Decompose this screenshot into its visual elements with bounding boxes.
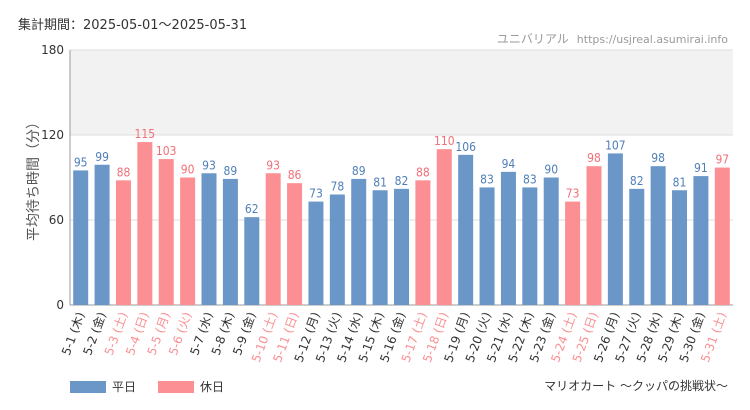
site-credit: ユニバリアル https://usjreal.asumirai.info bbox=[497, 30, 728, 47]
bar bbox=[479, 187, 495, 305]
data-label: 62 bbox=[245, 202, 259, 216]
bar bbox=[287, 183, 303, 305]
y-tick-label: 0 bbox=[56, 298, 64, 312]
bar bbox=[650, 166, 666, 305]
bar bbox=[372, 190, 388, 305]
y-tick-label: 180 bbox=[41, 43, 64, 57]
bar bbox=[201, 173, 217, 305]
data-label: 93 bbox=[202, 158, 216, 172]
data-label: 89 bbox=[224, 164, 238, 178]
data-label: 82 bbox=[395, 174, 409, 188]
period-label: 集計期間：2025-05-01～2025-05-31 bbox=[18, 18, 248, 33]
bar bbox=[629, 188, 645, 305]
data-label: 93 bbox=[266, 158, 280, 172]
data-label: 103 bbox=[156, 144, 177, 158]
legend-label-weekday: 平日 bbox=[112, 380, 137, 394]
data-label: 73 bbox=[309, 187, 323, 201]
bar bbox=[158, 159, 174, 305]
legend-swatch-holiday bbox=[158, 380, 195, 393]
bar bbox=[415, 180, 431, 305]
bar bbox=[522, 187, 538, 305]
bar bbox=[500, 171, 516, 305]
data-label: 110 bbox=[434, 134, 455, 148]
y-tick-label: 120 bbox=[41, 128, 64, 142]
legend-item-weekday: 平日 bbox=[70, 378, 136, 395]
bar bbox=[244, 217, 260, 305]
bar bbox=[137, 142, 153, 305]
bar bbox=[351, 178, 367, 305]
data-label: 99 bbox=[95, 150, 109, 164]
shaded-band bbox=[70, 50, 733, 135]
bar bbox=[329, 194, 345, 305]
bar bbox=[265, 173, 281, 305]
data-label: 81 bbox=[673, 175, 687, 189]
chart-legend: 平日 休日 bbox=[70, 378, 246, 395]
data-label: 115 bbox=[135, 127, 156, 141]
bar bbox=[94, 164, 110, 305]
legend-item-holiday: 休日 bbox=[158, 378, 224, 395]
bar bbox=[607, 153, 623, 305]
bar bbox=[586, 166, 602, 305]
bar bbox=[565, 201, 581, 305]
data-label: 83 bbox=[480, 172, 494, 186]
data-label: 91 bbox=[694, 161, 708, 175]
data-label: 90 bbox=[181, 163, 195, 177]
data-label: 106 bbox=[455, 140, 476, 154]
data-label: 81 bbox=[373, 175, 387, 189]
bar bbox=[714, 167, 730, 305]
data-label: 89 bbox=[352, 164, 366, 178]
bar bbox=[458, 154, 474, 305]
data-label: 82 bbox=[630, 174, 644, 188]
bar bbox=[436, 149, 452, 305]
bar bbox=[73, 170, 89, 305]
data-label: 78 bbox=[330, 180, 344, 194]
data-label: 90 bbox=[544, 163, 558, 177]
bar bbox=[394, 188, 409, 305]
bar bbox=[308, 201, 324, 305]
bar bbox=[180, 177, 196, 305]
data-label: 88 bbox=[117, 165, 131, 179]
y-axis-title: 平均待ち時間（分） bbox=[26, 115, 42, 241]
bar bbox=[693, 176, 709, 305]
data-label: 98 bbox=[587, 151, 601, 165]
data-label: 95 bbox=[74, 155, 88, 169]
bar bbox=[672, 190, 688, 305]
data-label: 86 bbox=[288, 168, 302, 182]
y-tick-label: 60 bbox=[49, 213, 64, 227]
site-name: ユニバリアル bbox=[496, 32, 569, 46]
site-url: https://usjreal.asumirai.info bbox=[576, 33, 728, 46]
data-label: 88 bbox=[416, 165, 430, 179]
data-label: 94 bbox=[502, 157, 516, 171]
legend-label-holiday: 休日 bbox=[200, 380, 225, 394]
bar bbox=[543, 177, 559, 305]
legend-swatch-weekday bbox=[70, 380, 106, 393]
bar bbox=[222, 178, 238, 305]
data-label: 98 bbox=[651, 151, 665, 165]
data-label: 73 bbox=[566, 187, 580, 201]
attraction-name: マリオカート ～クッパの挑戦状～ bbox=[544, 379, 728, 393]
data-label: 107 bbox=[605, 138, 626, 152]
data-label: 83 bbox=[523, 172, 537, 186]
bar bbox=[115, 180, 131, 305]
data-label: 97 bbox=[715, 153, 729, 167]
